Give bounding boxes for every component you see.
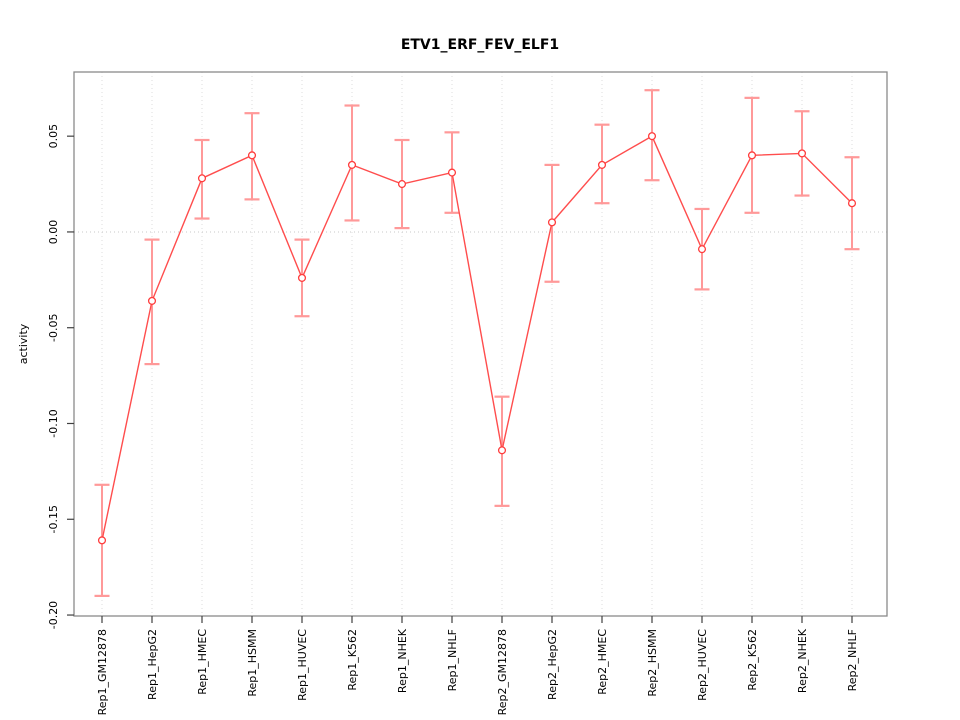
x-tick-label: Rep2_K562 bbox=[746, 629, 759, 691]
data-point-marker bbox=[347, 160, 357, 169]
x-tick-label: Rep1_HUVEC bbox=[296, 629, 309, 701]
plot-area: 0.05 0.00 -0.05 -0.10 -0.15 -0.20 Rep1_GM12878… bbox=[47, 71, 888, 715]
y-tick-label: -0.05 bbox=[47, 313, 60, 341]
data-point-marker bbox=[447, 168, 457, 177]
x-tick-label: Rep1_HSMM bbox=[246, 629, 259, 697]
chart-title: ETV1_ERF_FEV_ELF1 bbox=[401, 37, 559, 53]
data-point-marker bbox=[547, 218, 557, 227]
data-point-marker bbox=[847, 199, 857, 208]
data-point-marker bbox=[597, 160, 607, 169]
data-point-marker bbox=[747, 151, 757, 160]
x-tick-label: Rep2_NHEK bbox=[796, 628, 809, 693]
data-point-marker bbox=[497, 446, 507, 455]
data-point-marker bbox=[297, 273, 307, 282]
x-tick-label: Rep2_NHLF bbox=[846, 629, 859, 691]
y-tick-label: -0.20 bbox=[47, 601, 60, 629]
series-line bbox=[101, 135, 853, 541]
x-tick-label: Rep1_HMEC bbox=[196, 629, 209, 695]
x-tick-label: Rep2_HMEC bbox=[596, 629, 609, 695]
y-tick-label: -0.10 bbox=[47, 409, 60, 437]
y-tick-label: 0.05 bbox=[47, 124, 60, 149]
x-tick-label: Rep1_GM12878 bbox=[96, 629, 109, 715]
data-point-marker bbox=[247, 151, 257, 160]
data-point-marker bbox=[97, 536, 107, 545]
x-tick-label: Rep2_HSMM bbox=[646, 629, 659, 697]
x-tick-label: Rep1_HepG2 bbox=[146, 629, 159, 700]
x-tick-label: Rep2_HepG2 bbox=[546, 629, 559, 700]
y-tick-label: -0.15 bbox=[47, 505, 60, 533]
data-point-marker bbox=[797, 149, 807, 158]
x-tick-label: Rep2_HUVEC bbox=[696, 629, 709, 701]
x-tick-label: Rep1_NHEK bbox=[396, 628, 409, 693]
plot-box bbox=[73, 71, 888, 617]
y-axis-label: activity bbox=[17, 323, 30, 364]
data-point-marker bbox=[397, 180, 407, 189]
data-point-marker bbox=[197, 174, 207, 183]
data-point-marker bbox=[697, 245, 707, 254]
x-tick-label: Rep1_K562 bbox=[346, 629, 359, 691]
data-point-marker bbox=[647, 132, 657, 141]
x-tick-label: Rep2_GM12878 bbox=[496, 629, 509, 715]
x-tick-label: Rep1_NHLF bbox=[446, 629, 459, 691]
y-tick-label: 0.00 bbox=[47, 220, 60, 245]
data-point-marker bbox=[147, 296, 157, 305]
